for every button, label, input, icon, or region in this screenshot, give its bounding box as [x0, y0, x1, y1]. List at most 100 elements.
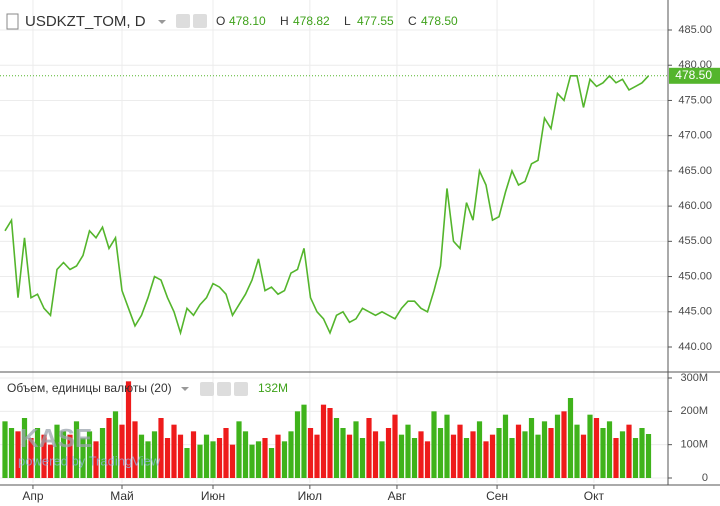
volume-bar	[535, 434, 541, 478]
volume-bar	[184, 448, 190, 478]
volume-bar	[171, 424, 177, 478]
ohlc-key: H	[280, 14, 289, 28]
volume-bar	[613, 438, 619, 478]
volume-bar	[411, 438, 418, 478]
volume-bar	[314, 434, 320, 478]
settings-icon[interactable]	[193, 14, 207, 28]
volume-bar	[372, 431, 379, 478]
dropdown-icon[interactable]	[158, 20, 166, 24]
y-tick-label: 465.00	[678, 165, 712, 177]
volume-bar	[99, 428, 106, 478]
volume-bar	[619, 431, 626, 478]
ohlc-value: 478.82	[293, 14, 330, 28]
volume-bar	[476, 421, 483, 478]
y-tick-label: 450.00	[678, 270, 712, 282]
volume-bar	[164, 438, 171, 478]
volume-bar	[457, 424, 463, 478]
icon[interactable]	[234, 382, 248, 396]
y-tick-label: 485.00	[678, 24, 712, 36]
volume-bar	[626, 424, 632, 478]
y-tick-label: 475.00	[678, 94, 712, 106]
volume-bar	[515, 424, 522, 478]
volume-bar	[502, 414, 509, 478]
volume-bar	[158, 418, 164, 478]
volume-bar	[275, 434, 281, 478]
volume-bar	[392, 414, 398, 478]
ohlc-value: 478.10	[229, 14, 266, 28]
volume-title: Объем, единицы валюты (20)	[7, 381, 172, 395]
y-tick-label: 0	[702, 472, 708, 484]
settings-icon[interactable]	[176, 14, 190, 28]
volume-bar	[125, 381, 132, 478]
volume-value: 132M	[258, 381, 288, 395]
volume-bar	[463, 438, 470, 478]
volume-bar	[67, 434, 73, 478]
volume-bar	[528, 418, 535, 478]
volume-bar	[509, 438, 515, 478]
volume-bar	[353, 421, 359, 478]
volume-bar	[8, 428, 15, 478]
volume-bar	[177, 434, 184, 478]
volume-bar	[580, 434, 587, 478]
volume-bar	[34, 428, 41, 478]
volume-bar	[600, 428, 606, 478]
x-tick-label: Апр	[22, 489, 44, 503]
volume-bar	[437, 428, 444, 478]
volume-bar	[138, 434, 145, 478]
volume-bar	[132, 421, 138, 478]
dropdown-icon[interactable]	[181, 387, 189, 391]
header: USDKZT_TOM, D O 478.10 H 478.82 L 477.55 C 478.…	[6, 13, 458, 30]
icon[interactable]	[217, 382, 231, 396]
volume-bar	[424, 441, 431, 478]
volume-bar	[151, 431, 158, 478]
volume-bar	[281, 441, 288, 478]
volume-bar	[197, 444, 203, 478]
icon[interactable]	[200, 382, 214, 396]
ohlc-key: O	[216, 14, 225, 28]
volume-bar	[340, 428, 346, 478]
volume-bar	[522, 431, 528, 478]
volume-bar	[379, 441, 385, 478]
volume-bar	[593, 418, 600, 478]
volume-bar	[242, 431, 249, 478]
volume-bar	[47, 444, 54, 478]
volume-bar	[2, 421, 8, 478]
y-tick-label: 445.00	[678, 306, 712, 318]
ohlc-value: 477.55	[357, 14, 394, 28]
volume-bar	[301, 404, 307, 478]
y-tick-label: 200M	[680, 405, 708, 417]
volume-bar	[346, 434, 353, 478]
volume-bar	[587, 414, 593, 478]
credit: powered by TradingView	[18, 453, 161, 468]
volume-bar	[15, 431, 21, 478]
volume-bar	[190, 431, 197, 478]
volume-bar	[327, 408, 333, 478]
volume-bar	[431, 411, 437, 478]
volume-bar	[106, 418, 112, 478]
volume-bar	[119, 424, 125, 478]
volume-bar	[268, 448, 275, 478]
volume-bar	[210, 441, 216, 478]
volume-bar	[470, 431, 476, 478]
collapse-icon[interactable]	[6, 13, 19, 30]
volume-bar	[288, 431, 294, 478]
volume-bar	[255, 441, 262, 478]
volume-bar	[60, 431, 67, 478]
volume-bar	[541, 421, 548, 478]
volume-bar	[320, 404, 327, 478]
volume-bar	[93, 441, 99, 478]
volume-bar	[444, 414, 450, 478]
ohlc-key: C	[408, 14, 417, 28]
volume-bar	[249, 444, 255, 478]
volume-bar	[112, 411, 119, 478]
volume-bar	[483, 441, 489, 478]
x-tick-label: Окт	[584, 489, 605, 503]
volume-bar	[366, 418, 372, 478]
y-tick-label: 100M	[680, 439, 708, 451]
volume-bar	[554, 414, 561, 478]
y-tick-label: 470.00	[678, 130, 712, 142]
last-price-box	[669, 67, 720, 84]
volume-bar	[418, 431, 424, 478]
x-tick-label: Май	[110, 489, 134, 503]
x-tick-label: Сен	[486, 489, 508, 503]
